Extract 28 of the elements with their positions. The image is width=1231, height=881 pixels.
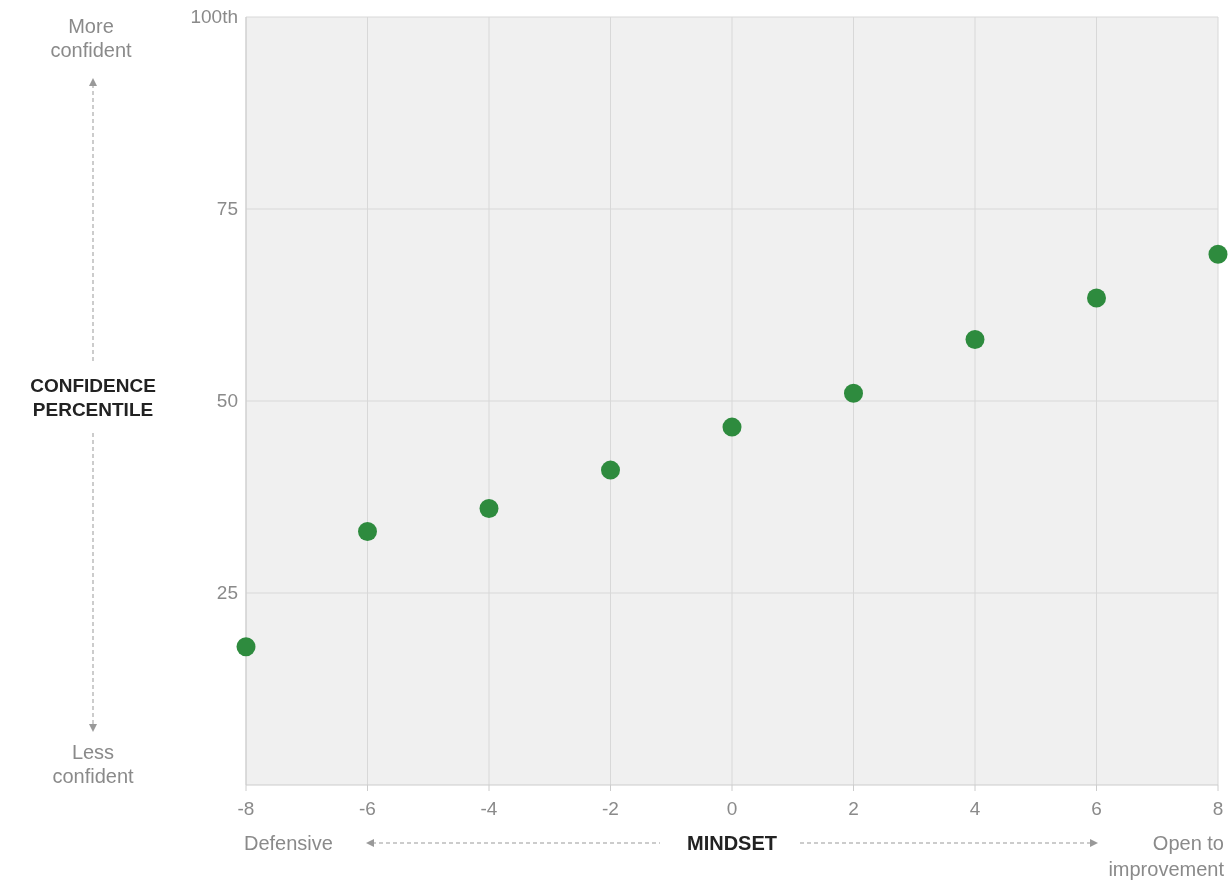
y-axis-title: CONFIDENCE PERCENTILE bbox=[30, 375, 156, 420]
point bbox=[1087, 288, 1106, 308]
point bbox=[844, 383, 863, 403]
y-tick-label: 75 bbox=[216, 198, 238, 219]
text: Defensive bbox=[244, 832, 333, 854]
point bbox=[358, 522, 377, 542]
point bbox=[1208, 244, 1228, 264]
text: More confident bbox=[50, 15, 133, 61]
x-tick-label: -6 bbox=[359, 798, 376, 819]
y-tick-label: 25 bbox=[216, 582, 238, 603]
x-tick-label: 8 bbox=[1212, 798, 1224, 819]
text: Open to improvement bbox=[1108, 832, 1225, 880]
point bbox=[479, 499, 499, 519]
x-tick-label: 6 bbox=[1091, 798, 1102, 819]
point bbox=[965, 330, 985, 350]
x-tick-label: -2 bbox=[602, 798, 619, 819]
y-tick-label: 50 bbox=[216, 390, 238, 411]
y-tick-label: 100th bbox=[190, 6, 238, 27]
x-tick-label: -8 bbox=[237, 798, 255, 819]
x-tick-label: 0 bbox=[726, 798, 738, 819]
x-tick-label: -4 bbox=[480, 798, 498, 819]
point bbox=[236, 637, 256, 657]
point bbox=[601, 460, 620, 480]
point bbox=[722, 417, 742, 437]
x-tick-label: 4 bbox=[969, 798, 981, 819]
x-tick-label: 2 bbox=[848, 798, 859, 819]
text: Less confident bbox=[52, 741, 135, 787]
x-axis-title: MINDSET bbox=[687, 832, 777, 854]
